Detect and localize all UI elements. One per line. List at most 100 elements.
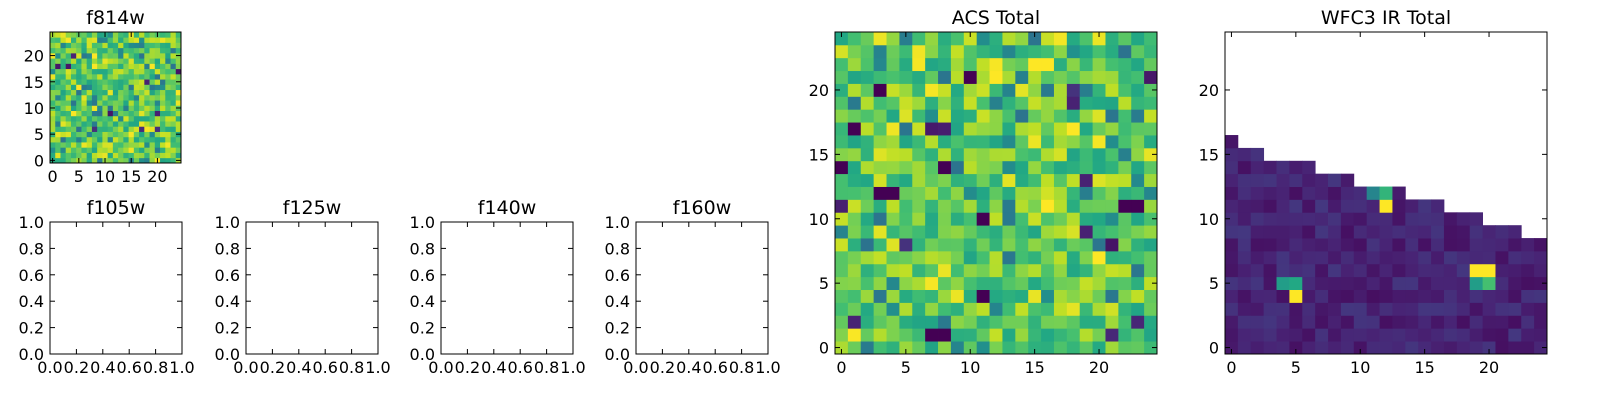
heatmap-cell: [1482, 289, 1496, 303]
heatmap-cell: [899, 32, 913, 46]
heatmap-cell: [976, 225, 990, 239]
heatmap-cell: [160, 63, 166, 70]
heatmap-cell: [55, 105, 61, 111]
heatmap-cell: [1508, 341, 1522, 355]
heatmap-cell: [1118, 83, 1132, 97]
heatmap-cell: [1289, 302, 1303, 316]
heatmap-cell: [50, 68, 56, 75]
heatmap-cell: [160, 32, 166, 38]
heatmap-cell: [97, 52, 103, 59]
heatmap-cell: [1289, 250, 1303, 265]
heatmap-cell: [1405, 276, 1419, 290]
heatmap-cell: [1443, 328, 1458, 342]
x-tick-label: 5: [901, 358, 911, 377]
heatmap-cell: [1015, 263, 1029, 278]
heatmap-cell: [873, 122, 887, 136]
heatmap-cell: [118, 115, 124, 122]
heatmap-cell: [1315, 173, 1329, 187]
heatmap-cell: [925, 122, 939, 136]
heatmap-cell: [1092, 289, 1106, 303]
heatmap-cell: [112, 42, 119, 49]
heatmap-cell: [1015, 96, 1029, 110]
heatmap-cell: [97, 79, 103, 85]
heatmap-cell: [133, 32, 140, 38]
heatmap-cell: [1431, 263, 1445, 278]
heatmap-cell: [81, 47, 88, 54]
heatmap-cell: [97, 84, 103, 91]
x-tick-label: 5: [74, 167, 84, 186]
heatmap-cell: [1131, 328, 1145, 342]
x-tick-label: 0.2: [650, 358, 675, 377]
heatmap-cell: [50, 142, 56, 148]
heatmap-cell: [1131, 263, 1145, 278]
heatmap-cell: [1495, 328, 1509, 342]
heatmap-cell: [1028, 160, 1042, 175]
heatmap-cell: [912, 44, 926, 59]
heatmap-cell: [160, 100, 166, 106]
heatmap-cell: [1105, 147, 1119, 162]
x-tick-label: 0.8: [339, 358, 364, 377]
heatmap-cell: [1092, 276, 1106, 290]
heatmap-cell: [976, 263, 990, 278]
heatmap-cell: [1131, 238, 1145, 252]
heatmap-cell: [1015, 44, 1029, 59]
heatmap-cell: [149, 47, 156, 54]
heatmap-cell: [1079, 173, 1093, 187]
heatmap-cell: [1366, 328, 1380, 342]
heatmap-cell: [123, 37, 129, 43]
heatmap-cell: [989, 186, 1003, 200]
heatmap-cell: [1379, 225, 1393, 239]
heatmap-cell: [1118, 212, 1132, 226]
subplot-title: ACS Total: [952, 7, 1040, 29]
heatmap-cell: [1015, 199, 1029, 213]
heatmap-cell: [91, 152, 98, 159]
heatmap-cell: [107, 94, 114, 101]
heatmap-cell: [1508, 328, 1522, 342]
heatmap-cell: [102, 79, 109, 85]
heatmap-cell: [886, 109, 900, 123]
heatmap-cell: [989, 70, 1003, 84]
heatmap-cell: [86, 142, 93, 148]
y-tick-label: 20: [1199, 81, 1219, 100]
heatmap-cell: [123, 68, 129, 75]
heatmap-cell: [70, 142, 77, 148]
heatmap-cell: [118, 37, 124, 43]
heatmap-cell: [1028, 250, 1042, 265]
heatmap-cell: [76, 131, 82, 138]
heatmap-cell: [1092, 328, 1106, 342]
heatmap-cell: [938, 225, 952, 239]
heatmap-cell: [60, 89, 67, 96]
heatmap-cell: [133, 115, 140, 122]
heatmap-cell: [50, 126, 56, 132]
heatmap-cell: [154, 63, 161, 70]
heatmap-cell: [1015, 160, 1029, 175]
heatmap-cell: [165, 37, 171, 43]
heatmap-cell: [1469, 328, 1483, 342]
heatmap-cell: [70, 110, 77, 117]
heatmap-cell: [149, 73, 156, 80]
heatmap-cell: [1418, 328, 1432, 342]
heatmap-cell: [133, 157, 140, 164]
y-tick-label: 0.4: [215, 292, 240, 311]
heatmap-cell: [1144, 289, 1158, 303]
heatmap-cell: [1328, 250, 1342, 265]
heatmap-cell: [123, 32, 129, 38]
heatmap-cell: [938, 315, 952, 329]
heatmap-cell: [139, 63, 145, 70]
heatmap-cell: [912, 122, 926, 136]
x-tick-label: 0.0: [233, 358, 258, 377]
x-tick-label: 0: [48, 167, 58, 186]
y-tick-label: 0.6: [410, 266, 435, 285]
heatmap-cell: [1066, 276, 1081, 290]
heatmap-cell: [60, 136, 67, 143]
y-tick-label: 0.0: [19, 345, 44, 364]
heatmap-cell: [55, 73, 61, 80]
heatmap-cell: [976, 83, 990, 97]
heatmap-cell: [112, 84, 119, 91]
heatmap-cell: [170, 126, 177, 132]
heatmap-cell: [1002, 57, 1016, 72]
heatmap-cell: [925, 32, 939, 46]
heatmap-cell: [1366, 315, 1380, 329]
heatmap-cell: [1302, 250, 1316, 265]
heatmap-cell: [1431, 212, 1445, 226]
